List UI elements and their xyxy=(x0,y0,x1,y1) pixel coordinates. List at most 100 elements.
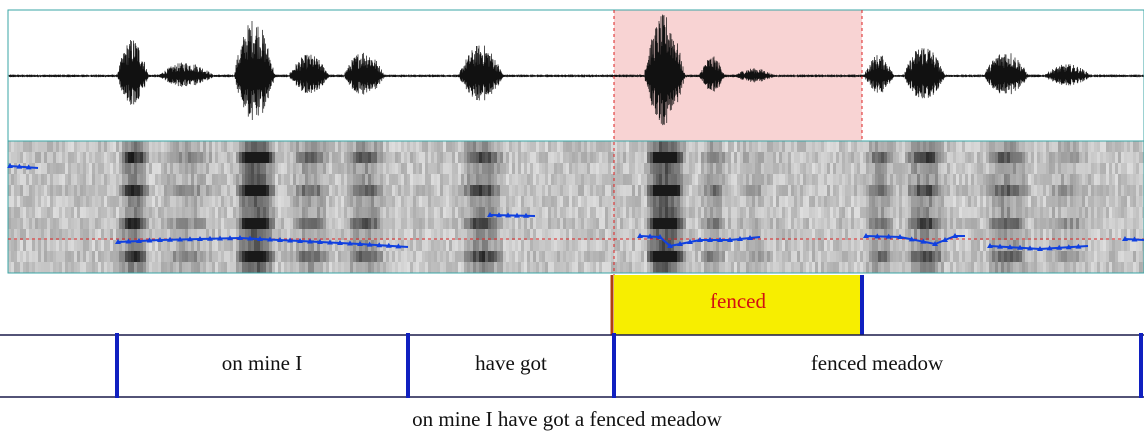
spectrogram-cell xyxy=(341,185,344,196)
spectrogram-cell xyxy=(29,174,32,185)
spectrogram-cell xyxy=(95,174,98,185)
spectrogram-cell xyxy=(821,163,824,174)
spectrogram-cell xyxy=(593,185,596,196)
spectrogram-cell xyxy=(455,240,458,251)
spectrogram-cell xyxy=(722,163,725,174)
spectrogram-cell xyxy=(869,141,872,152)
spectrogram-cell xyxy=(542,207,545,218)
spectrogram-cell xyxy=(647,141,650,152)
spectrogram-cell xyxy=(17,174,20,185)
spectrogram-cell xyxy=(839,185,842,196)
spectrogram-cell xyxy=(950,163,953,174)
spectrogram-cell xyxy=(323,229,326,240)
spectrogram-cell xyxy=(443,229,446,240)
spectrogram-cell xyxy=(635,196,638,207)
spectrogram-cell xyxy=(608,229,611,240)
spectrogram-cell xyxy=(320,141,323,152)
spectrogram-cell xyxy=(731,196,734,207)
spectrogram-cell xyxy=(713,196,716,207)
interval-label[interactable]: fenced meadow xyxy=(811,351,944,375)
spectrogram-cell xyxy=(941,163,944,174)
spectrogram-cell xyxy=(815,262,818,273)
spectrogram-cell xyxy=(392,207,395,218)
spectrogram-cell xyxy=(377,152,380,163)
spectrogram-cell xyxy=(449,262,452,273)
spectrogram-cell xyxy=(527,163,530,174)
spectrogram-cell xyxy=(998,141,1001,152)
spectrogram-cell xyxy=(533,152,536,163)
spectrogram-cell xyxy=(863,218,866,229)
spectrogram-cell xyxy=(845,196,848,207)
interval-label[interactable]: have got xyxy=(475,351,547,375)
spectrogram-cell xyxy=(599,196,602,207)
spectrogram-cell xyxy=(263,262,266,273)
spectrogram-cell xyxy=(11,218,14,229)
spectrogram-cell xyxy=(719,251,722,262)
spectrogram-cell xyxy=(392,229,395,240)
spectrogram-cell xyxy=(257,141,260,152)
spectrogram-cell xyxy=(974,196,977,207)
spectrogram-cell xyxy=(254,141,257,152)
spectrogram-cell xyxy=(1034,141,1037,152)
spectrogram-cell xyxy=(800,163,803,174)
spectrogram-cell xyxy=(572,218,575,229)
spectrogram-cell xyxy=(137,185,140,196)
spectrogram-cell xyxy=(737,207,740,218)
spectrogram-cell xyxy=(983,229,986,240)
spectrogram-cell xyxy=(644,251,647,262)
spectrogram-cell xyxy=(878,240,881,251)
spectrogram-cell xyxy=(731,251,734,262)
spectrogram-cell xyxy=(806,141,809,152)
spectrogram-cell xyxy=(137,262,140,273)
spectrogram-cell xyxy=(323,207,326,218)
spectrogram-cell xyxy=(1013,185,1016,196)
spectrogram-cell xyxy=(626,229,629,240)
spectrogram-cell xyxy=(35,141,38,152)
spectrogram-cell xyxy=(758,152,761,163)
spectrogram-cell xyxy=(332,163,335,174)
spectrogram-cell xyxy=(242,185,245,196)
spectrogram-cell xyxy=(620,196,623,207)
spectrogram-cell xyxy=(647,207,650,218)
spectrogram-cell xyxy=(119,185,122,196)
spectrogram-cell xyxy=(1052,141,1055,152)
spectrogram-cell xyxy=(38,251,41,262)
spectrogram-cell xyxy=(578,251,581,262)
spectrogram-cell xyxy=(482,196,485,207)
spectrogram-cell xyxy=(518,240,521,251)
spectrogram-cell xyxy=(737,251,740,262)
spectrogram-cell xyxy=(308,141,311,152)
spectrogram-cell xyxy=(1064,185,1067,196)
spectrogram-cell xyxy=(1100,141,1103,152)
spectrogram-cell xyxy=(134,141,137,152)
spectrogram-cell xyxy=(800,262,803,273)
spectrogram-cell xyxy=(44,196,47,207)
spectrogram-cell xyxy=(710,174,713,185)
spectrogram-cell xyxy=(890,240,893,251)
spectrogram-cell xyxy=(167,262,170,273)
spectrogram-cell xyxy=(1037,218,1040,229)
spectrogram-cell xyxy=(956,251,959,262)
spectrogram-cell xyxy=(1067,218,1070,229)
spectrogram-cell xyxy=(287,152,290,163)
spectrogram-cell xyxy=(1124,218,1127,229)
spectrogram-cell xyxy=(767,229,770,240)
spectrogram-cell xyxy=(602,185,605,196)
spectrogram-cell xyxy=(80,152,83,163)
spectrogram-cell xyxy=(806,207,809,218)
spectrogram-cell xyxy=(848,196,851,207)
spectrogram-cell xyxy=(695,163,698,174)
spectrogram-cell xyxy=(131,251,134,262)
spectrogram-cell xyxy=(83,152,86,163)
spectrogram-cell xyxy=(272,218,275,229)
spectrogram-cell xyxy=(296,185,299,196)
spectrogram-cell xyxy=(491,163,494,174)
spectrogram-cell xyxy=(323,141,326,152)
spectrogram-cell xyxy=(560,163,563,174)
spectrogram-cell xyxy=(1070,163,1073,174)
spectrogram-cell xyxy=(362,262,365,273)
spectrogram-cell xyxy=(542,152,545,163)
interval-label[interactable]: on mine I xyxy=(222,351,302,375)
spectrogram-cell xyxy=(14,207,17,218)
spectrogram-cell xyxy=(653,229,656,240)
